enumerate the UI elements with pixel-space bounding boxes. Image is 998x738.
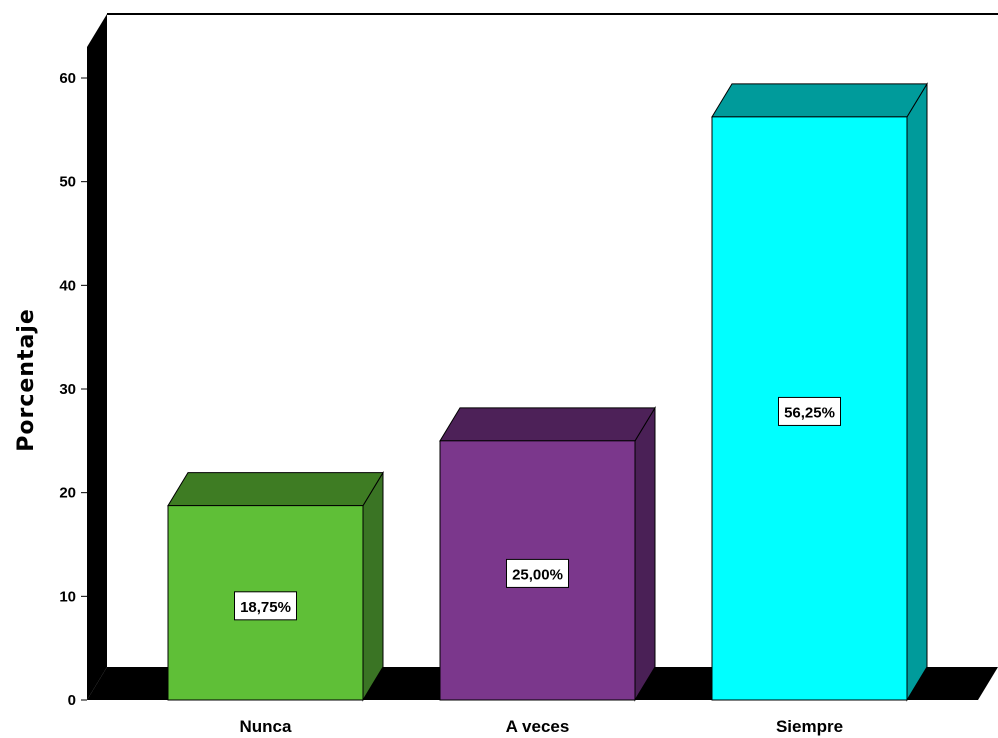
bar-nunca: 18,75% [167, 470, 384, 702]
y-axis-label: Porcentaje [14, 308, 39, 452]
data-label-box [234, 591, 297, 621]
y-axis-ticks: 0 10 20 30 40 50 60 [59, 70, 87, 709]
y-tick-label: 0 [68, 692, 76, 709]
bar-top [167, 472, 384, 507]
data-label: 56,25% [778, 396, 841, 426]
bar-top [711, 83, 928, 118]
bars: 18,75% 25,00% 56,25% [167, 82, 928, 702]
data-label-box [778, 396, 841, 426]
y-tick-label: 10 [59, 588, 76, 605]
x-axis-categories: Nunca A veces Siempre [240, 717, 844, 736]
data-label-text: 18,75% [240, 599, 291, 616]
bar-side [634, 406, 656, 702]
x-category-label: Nunca [240, 717, 293, 736]
y-tick-label: 30 [59, 381, 76, 398]
data-label: 25,00% [506, 558, 569, 588]
bar-a-veces: 25,00% [439, 406, 656, 702]
y-tick-label: 20 [59, 485, 76, 502]
y-tick-label: 50 [59, 174, 76, 191]
bar-side [362, 470, 384, 702]
y-tick-label: 40 [59, 277, 76, 294]
bar-side [906, 82, 928, 702]
left-wall [87, 14, 107, 700]
x-category-label: Siempre [776, 717, 843, 736]
data-label-text: 25,00% [512, 566, 563, 583]
bar-siempre: 56,25% [711, 82, 928, 702]
x-category-label: A veces [506, 717, 570, 736]
data-label: 18,75% [234, 591, 297, 621]
data-label-text: 56,25% [784, 404, 835, 421]
bar-top [439, 407, 656, 442]
y-tick-label: 60 [59, 70, 76, 87]
data-label-box [506, 558, 569, 588]
